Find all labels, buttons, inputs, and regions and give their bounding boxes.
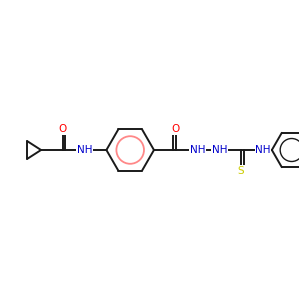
Text: O: O — [172, 124, 180, 134]
Text: NH: NH — [255, 145, 271, 155]
Text: NH: NH — [212, 145, 227, 155]
Text: NH: NH — [77, 145, 92, 155]
Text: S: S — [238, 166, 244, 176]
Text: O: O — [59, 124, 67, 134]
Text: NH: NH — [190, 145, 205, 155]
